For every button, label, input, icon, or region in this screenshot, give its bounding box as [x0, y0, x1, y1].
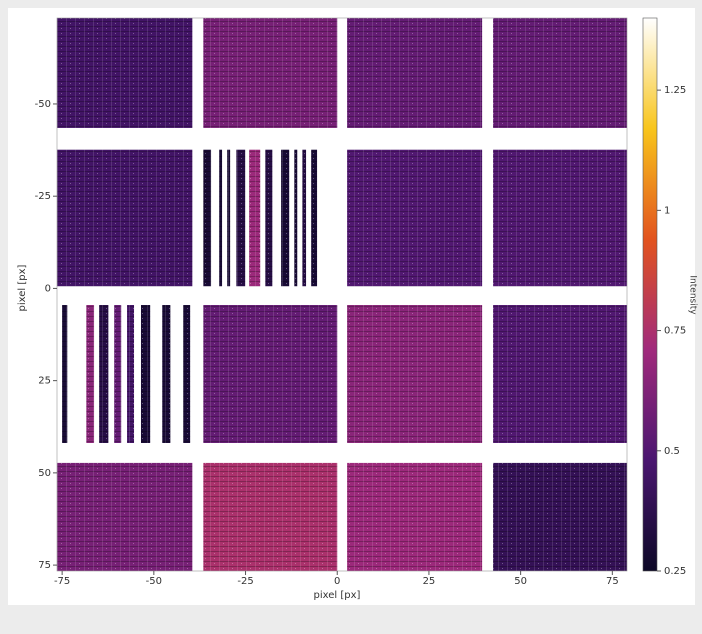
- texture: [493, 150, 627, 286]
- texture: [57, 150, 192, 286]
- x-tick-label: -25: [237, 576, 253, 587]
- y-axis-label: pixel [px]: [17, 264, 28, 311]
- texture: [203, 150, 211, 286]
- texture: [249, 150, 260, 286]
- colorbar: [643, 18, 657, 571]
- y-tick-label: -50: [35, 99, 51, 110]
- texture: [236, 150, 245, 286]
- texture: [265, 150, 272, 286]
- x-axis-label: pixel [px]: [314, 590, 361, 601]
- texture: [294, 150, 297, 286]
- texture: [347, 305, 482, 443]
- y-tick-label: 50: [38, 468, 51, 479]
- x-tick-label: -75: [54, 576, 70, 587]
- texture: [219, 150, 222, 286]
- texture: [183, 305, 190, 443]
- texture: [203, 463, 337, 571]
- texture: [493, 18, 627, 128]
- colorbar-tick-label: 0.75: [664, 326, 686, 337]
- colorbar-tick-label: 0.5: [664, 446, 680, 457]
- texture: [203, 305, 337, 443]
- colorbar-tick-label: 0.25: [664, 566, 686, 577]
- texture: [127, 305, 134, 443]
- y-tick-label: 25: [38, 376, 51, 387]
- chart: pixel [px] pixel [px] Intensity 0.25 0.5 0…: [0, 0, 702, 630]
- texture: [203, 18, 337, 128]
- texture: [86, 305, 94, 443]
- texture: [493, 305, 627, 443]
- texture: [99, 305, 108, 443]
- colorbar-label: Intensity: [688, 275, 698, 315]
- texture: [57, 463, 192, 571]
- texture: [347, 150, 482, 286]
- x-tick-label: 50: [514, 576, 527, 587]
- colorbar-tick-label: 1.25: [664, 85, 686, 96]
- texture: [347, 463, 482, 571]
- x-tick-label: 25: [423, 576, 436, 587]
- texture: [141, 305, 150, 443]
- y-tick-label: 75: [38, 560, 51, 571]
- colorbar-tick-label: 1: [664, 205, 670, 216]
- x-tick-label: 0: [334, 576, 340, 587]
- texture: [162, 305, 170, 443]
- texture: [493, 463, 627, 571]
- texture: [302, 150, 306, 286]
- texture: [311, 150, 317, 286]
- texture: [347, 18, 482, 128]
- texture: [227, 150, 230, 286]
- texture: [114, 305, 121, 443]
- x-tick-label: -50: [146, 576, 162, 587]
- texture: [281, 150, 289, 286]
- x-tick-label: 75: [606, 576, 619, 587]
- texture: [62, 305, 67, 443]
- y-tick-label: -25: [35, 191, 51, 202]
- y-tick-label: 0: [45, 283, 51, 294]
- texture: [57, 18, 192, 128]
